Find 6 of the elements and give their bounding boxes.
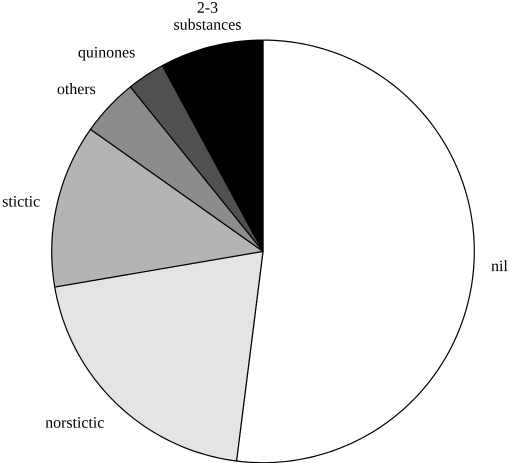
slice-label: nil	[491, 260, 508, 271]
slice-label: norstictic	[46, 417, 104, 428]
slice-label: stictic	[2, 196, 40, 207]
slice-label: 2-3 substances	[174, 2, 241, 30]
slice-label: others	[58, 82, 96, 94]
slice-label: quinones	[78, 46, 135, 61]
